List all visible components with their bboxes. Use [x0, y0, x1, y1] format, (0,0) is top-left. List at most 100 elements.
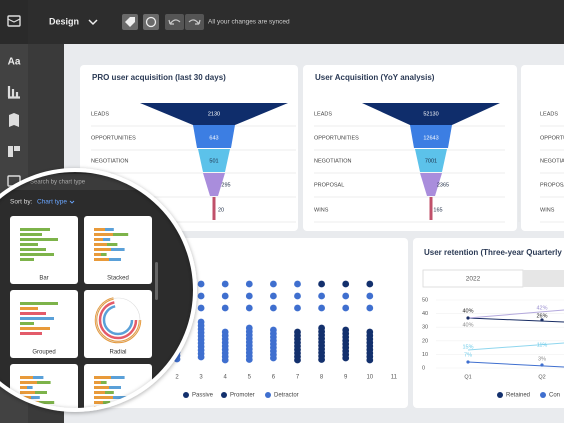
dot	[197, 353, 205, 361]
y-tick-label: 0	[422, 365, 425, 371]
x-tick-label: 3	[199, 375, 203, 381]
search-placeholder: Search by chart type	[30, 180, 86, 186]
y-tick-label: 20	[422, 338, 428, 344]
icon-template[interactable]	[7, 15, 21, 27]
funnel-stage	[193, 125, 235, 148]
icon-history	[145, 16, 157, 28]
stage-value: 295	[221, 182, 230, 188]
card-title: User retention (Three-year Quarterly	[424, 248, 562, 257]
card-title: PRO user acquisition (last 30 days)	[92, 73, 226, 82]
stage-label: LEADS	[91, 111, 109, 117]
thumb-bar	[94, 401, 103, 404]
stage-label: NEGOTIATION	[540, 158, 564, 164]
tab-label: 2022	[466, 276, 481, 283]
y-tick-label: 10	[422, 352, 428, 358]
dot	[342, 354, 350, 362]
point	[540, 363, 544, 367]
thumb-bar	[94, 253, 101, 256]
dot	[366, 304, 374, 312]
thumb-bar	[20, 327, 50, 330]
menu-design: Design	[49, 16, 79, 26]
dot	[318, 356, 325, 363]
icon-layout-a[interactable]	[8, 146, 13, 157]
stage-label: PROPOSAL	[314, 182, 344, 188]
menu-chevron[interactable]	[88, 19, 98, 26]
dot	[294, 280, 301, 288]
dot	[270, 280, 277, 288]
icon-template	[7, 18, 21, 23]
dot	[366, 280, 374, 288]
series-line	[467, 361, 564, 368]
toolbar-button[interactable]	[165, 14, 184, 30]
x-tick-label: 6	[272, 375, 276, 381]
stage-value: 2365	[437, 182, 449, 188]
icon-text: Aa	[8, 57, 21, 68]
sort-value: Chart type	[37, 199, 67, 206]
point	[466, 360, 470, 364]
thumb-bar	[105, 228, 114, 231]
dot	[318, 280, 325, 288]
dot	[270, 292, 277, 300]
stage-label: WINS	[540, 207, 555, 213]
dot	[318, 292, 325, 300]
dot	[245, 292, 253, 300]
x-tick-label: Q1	[464, 374, 471, 380]
stage-value: 12643	[423, 135, 438, 141]
series-line	[467, 309, 564, 319]
thumb-bar	[20, 376, 33, 379]
legend-label: Promoter	[230, 393, 255, 399]
dot	[197, 304, 205, 312]
thumb-bar	[103, 238, 111, 241]
thumb-bar	[111, 376, 125, 379]
thumb-bar	[94, 391, 105, 394]
y-tick-label: 40	[422, 311, 428, 317]
stage-label: PROPOSAL	[540, 182, 564, 188]
dot	[294, 304, 301, 312]
stage-value: 2130	[208, 111, 220, 117]
card	[303, 65, 517, 231]
sync-status: All your changes are synced	[208, 19, 290, 26]
funnel-stage	[212, 197, 216, 220]
dot	[197, 280, 205, 288]
dot	[197, 292, 205, 300]
dot	[342, 292, 350, 300]
x-tick-label: 4	[224, 375, 228, 381]
legend-label: Passive	[192, 393, 214, 399]
x-tick-label: 5	[248, 375, 252, 381]
thumb-bar	[20, 228, 50, 231]
thumb-bar	[94, 258, 109, 261]
dot	[245, 280, 253, 288]
thumb-bar	[31, 396, 40, 399]
icon-charts[interactable]	[7, 86, 20, 99]
stage-label: NEGOTIATION	[91, 158, 129, 164]
sort-chevron[interactable]	[69, 200, 75, 204]
chart-type-label: Stacked	[107, 276, 129, 282]
icon-map[interactable]	[9, 113, 19, 127]
chart-type-label: Bar	[39, 276, 48, 282]
scrollbar	[155, 262, 158, 300]
series-line	[467, 342, 564, 351]
dot	[366, 292, 374, 300]
tab[interactable]	[523, 270, 564, 287]
card	[521, 65, 564, 231]
x-tick-label: 11	[391, 375, 398, 381]
dot	[342, 304, 350, 312]
thumb-bar	[20, 243, 38, 246]
toolbar-button[interactable]	[185, 14, 204, 30]
chart-thumbnail[interactable]	[84, 290, 152, 358]
thumb-ring	[102, 304, 134, 336]
legend-swatch	[497, 392, 503, 398]
thumb-ring-bg	[95, 297, 141, 343]
toolbar-button[interactable]	[143, 14, 159, 30]
thumb-bar	[20, 233, 42, 236]
x-tick-label: 9	[344, 375, 348, 381]
funnel-stage	[429, 197, 433, 220]
card	[413, 238, 564, 408]
legend-swatch	[183, 392, 189, 398]
dot	[245, 304, 253, 312]
thumb-bar	[94, 248, 111, 251]
stage-label: NEGOTIATION	[314, 158, 352, 164]
stage-label: OPPORTUNITIES	[540, 135, 564, 141]
series-line	[467, 317, 564, 323]
thumb-bar	[94, 228, 105, 231]
